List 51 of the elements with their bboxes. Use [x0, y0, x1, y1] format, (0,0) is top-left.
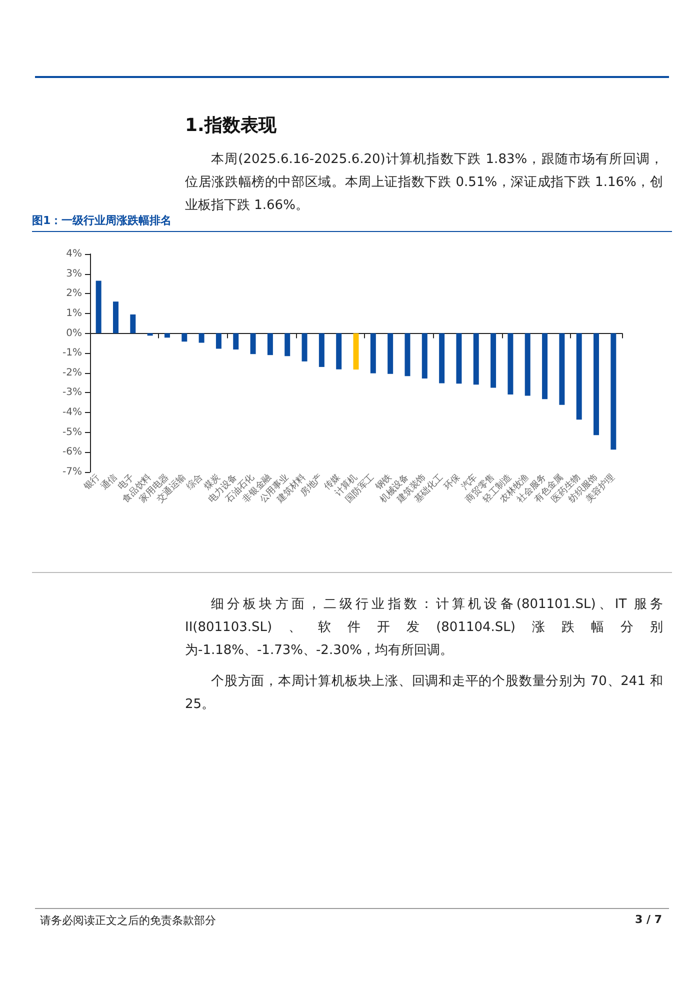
y-tick-label: -1%	[62, 348, 82, 359]
y-tick-label: -7%	[62, 466, 82, 478]
y-tick-label: 1%	[66, 308, 82, 319]
text: 3 / 7	[635, 913, 662, 926]
chart-title: 图1：一级行业周涨跌幅排名	[32, 213, 672, 232]
bar	[404, 333, 410, 376]
bar	[542, 333, 548, 400]
y-tick-label: 2%	[66, 288, 82, 300]
y-tick-label: 0%	[66, 328, 82, 339]
bar	[508, 333, 514, 395]
bar	[456, 333, 462, 384]
bar	[284, 333, 290, 356]
text: 本周(2025.6.16-2025.6.20)计算机指数下跌 1.83%，跟随市场有所回调，位居涨跌幅榜的中部区域。本周上证指数下跌 0.51%，深证成指下跌 1.16%，创业板指下跌 1.66%。	[185, 151, 663, 215]
bar	[473, 333, 479, 385]
bar	[490, 333, 496, 388]
bar	[130, 314, 136, 334]
bar	[182, 333, 188, 342]
bar	[439, 333, 445, 384]
bar	[216, 333, 222, 349]
bar	[198, 333, 204, 343]
y-tick-label: -3%	[62, 387, 82, 398]
bar	[524, 333, 530, 396]
text: 细分板块方面，二级行业指数：计算机设备(801101.SL)、IT 服务 II(801103.SL)、软件开发(801104.SL)涨跌幅分别为-1.18%、-1.73%、-2.30%，均有所回调。	[185, 596, 663, 660]
bar	[250, 333, 256, 354]
bar	[233, 333, 239, 350]
y-tick-label: -6%	[62, 446, 82, 458]
bar	[112, 302, 118, 334]
bar	[353, 333, 359, 370]
bar	[96, 280, 102, 334]
x-tick-label: 银行	[80, 472, 102, 493]
bar	[318, 333, 324, 367]
bar	[594, 333, 600, 436]
bar	[388, 333, 394, 374]
bar	[267, 333, 273, 356]
y-tick-label: -5%	[62, 426, 82, 438]
bar	[576, 333, 582, 420]
text: 个股方面，本周计算机板块上涨、回调和走平的个股数量分别为 70、241 和 25。	[185, 673, 663, 714]
y-tick-label: -2%	[62, 367, 82, 378]
text: 请务必阅读正文之后的免责条款部分	[40, 913, 216, 928]
y-tick-label: -4%	[62, 407, 82, 418]
y-tick-label: 3%	[66, 268, 82, 280]
bar	[164, 333, 170, 338]
bar	[302, 333, 308, 362]
bar	[422, 333, 428, 378]
text: 1.指数表现	[185, 114, 276, 137]
y-tick-label: 4%	[66, 248, 82, 260]
bar	[336, 333, 342, 370]
bar	[370, 333, 376, 374]
x-tick-label: 环保	[442, 472, 463, 492]
bar	[559, 333, 565, 405]
bar	[610, 333, 616, 450]
